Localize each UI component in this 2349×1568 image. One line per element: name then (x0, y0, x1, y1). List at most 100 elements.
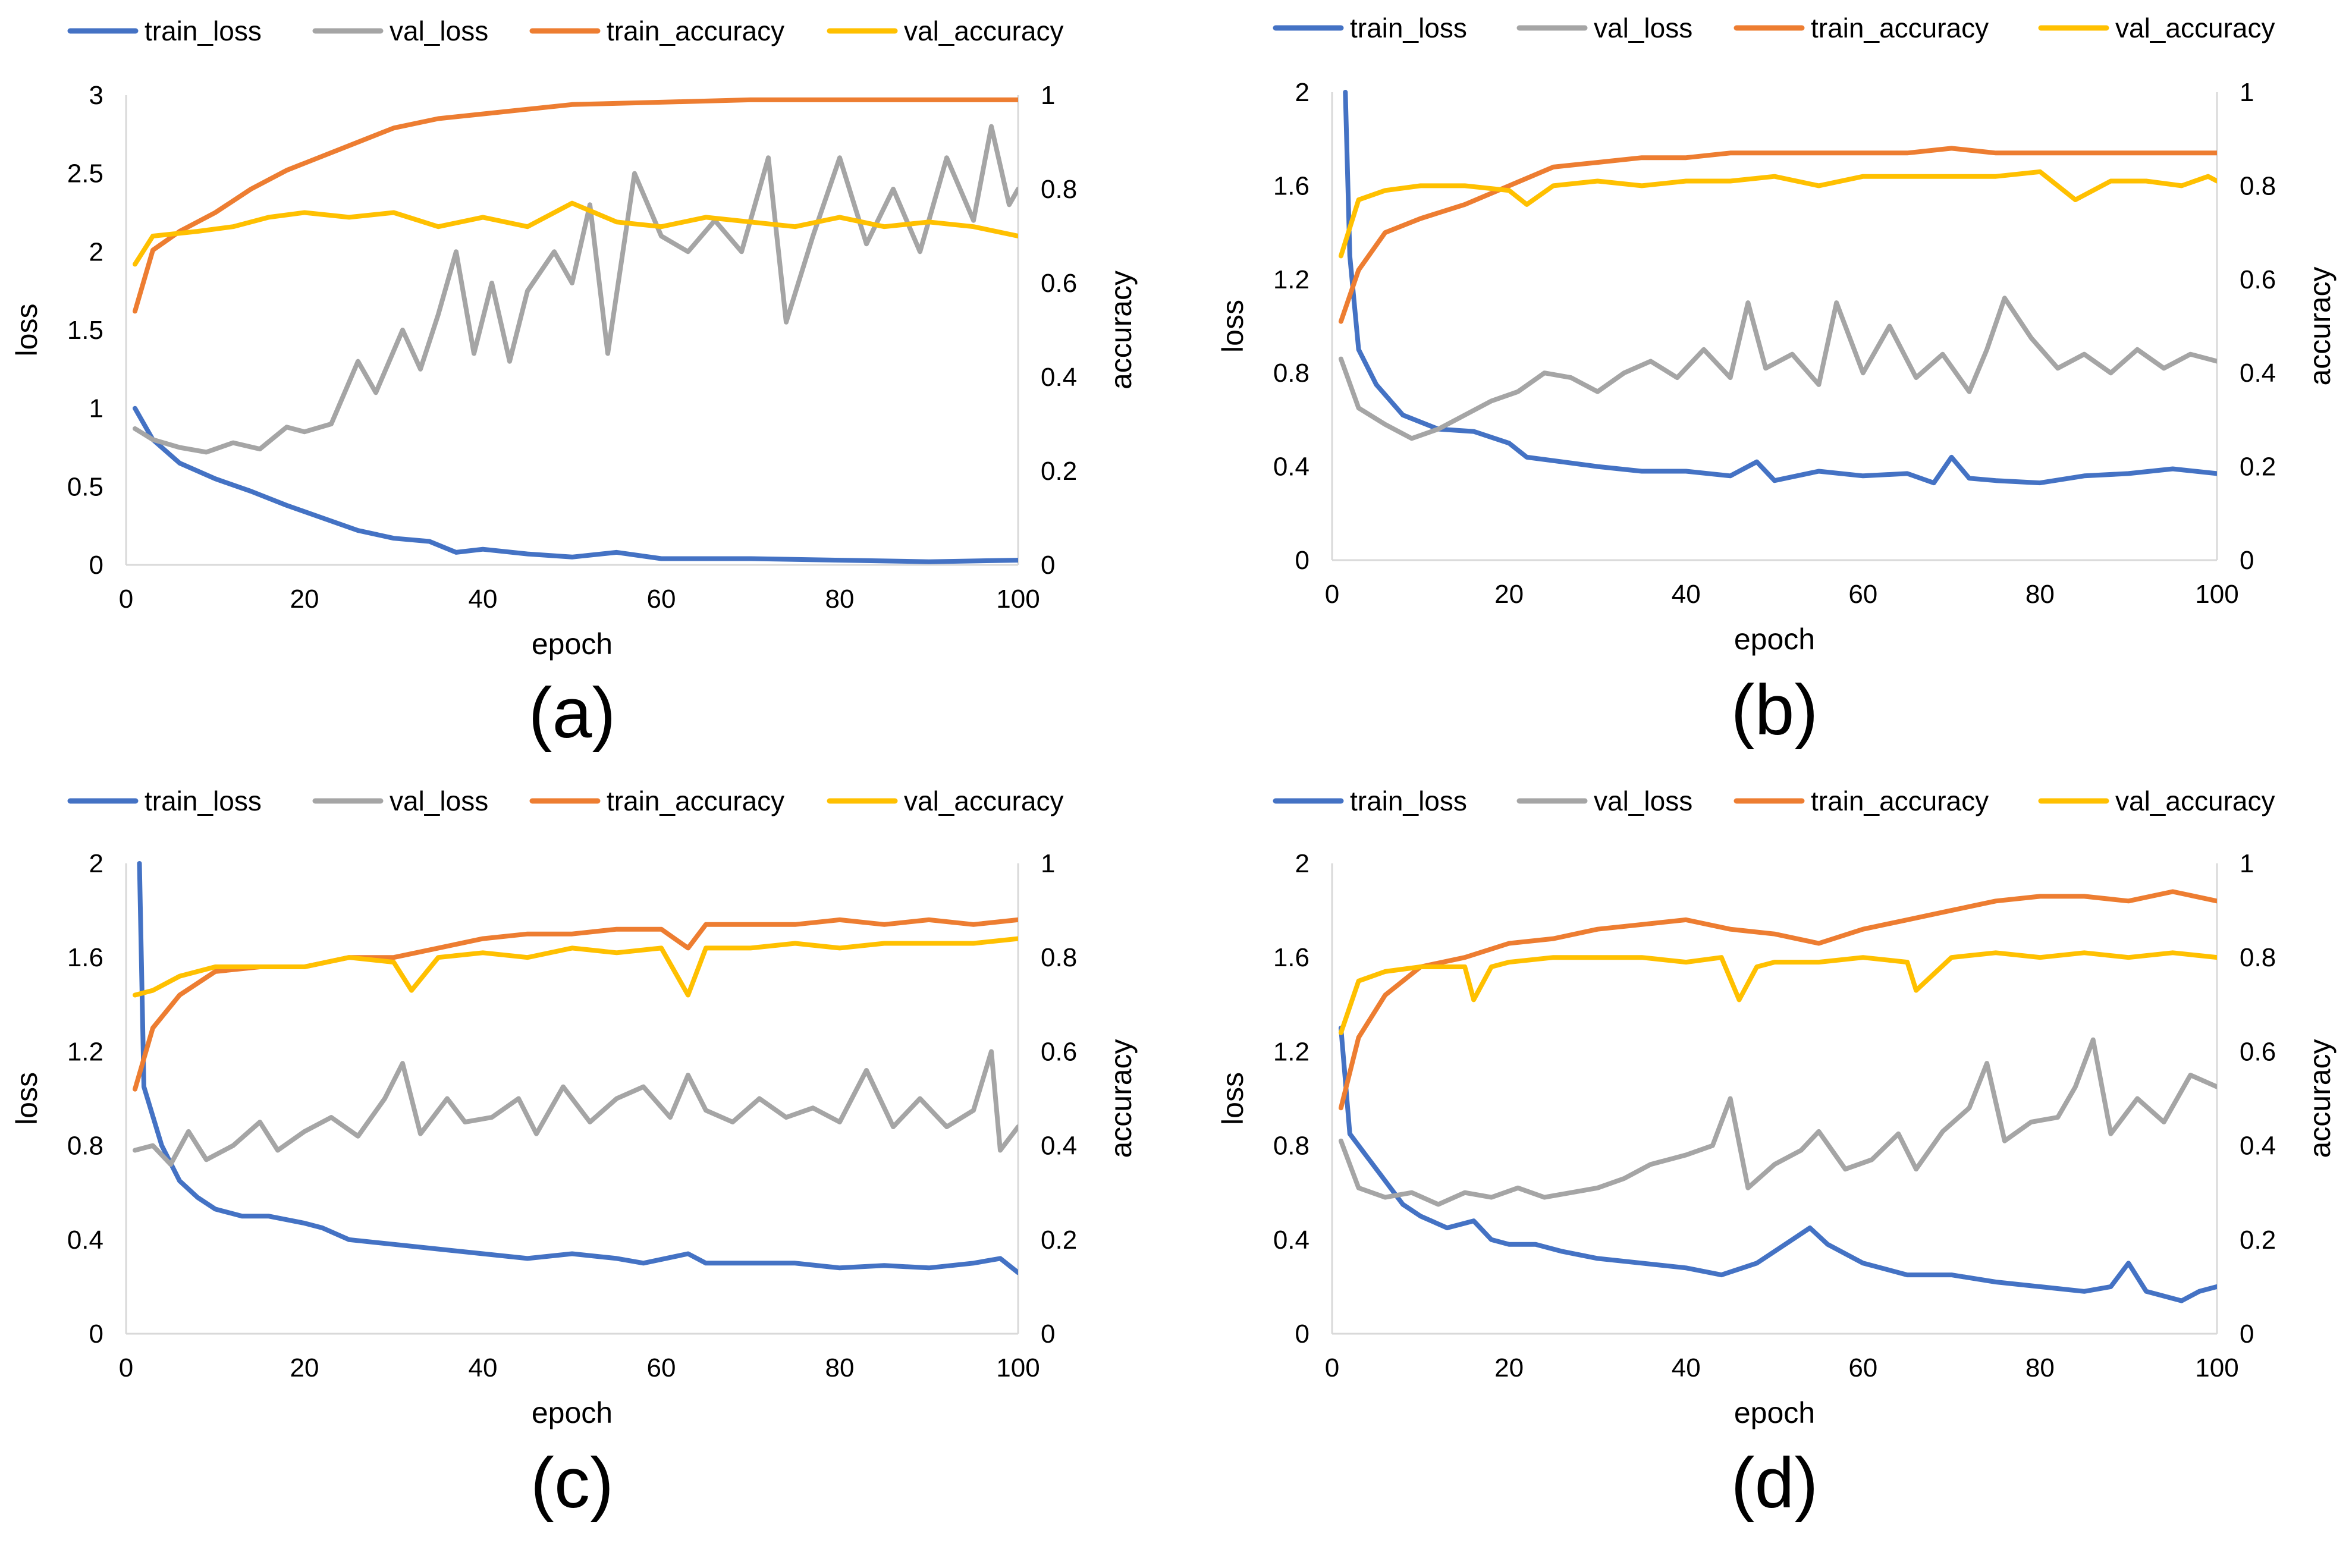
legend-label: val_accuracy (2115, 12, 2275, 43)
y2-tick-label: 0.8 (2240, 171, 2276, 200)
x-tick-label: 40 (469, 585, 498, 614)
y-axis-title: loss (10, 304, 43, 357)
legend-label: val_loss (1594, 12, 1692, 43)
panel-label: (d) (1731, 1443, 1819, 1523)
legend-label: train_accuracy (607, 15, 784, 46)
y2-tick-label: 0.4 (2240, 1132, 2276, 1161)
y2-tick-label: 0 (1041, 1319, 1055, 1349)
series-line-train-loss (1343, 90, 2217, 486)
x-tick-label: 60 (1848, 1353, 1877, 1382)
y-tick-label: 0.4 (1273, 453, 1309, 482)
x-axis-title: epoch (1734, 1396, 1815, 1429)
y-tick-label: 0.5 (67, 472, 103, 501)
y-tick-label: 1.6 (1273, 943, 1309, 972)
series-line-train-accuracy (133, 97, 1018, 314)
y-axis-title: loss (1216, 300, 1249, 353)
y-tick-label: 0.8 (1273, 1132, 1309, 1161)
y2-axis-title: accuracy (1104, 271, 1138, 389)
x-tick-label: 40 (1672, 580, 1701, 609)
y2-tick-label: 1 (2240, 849, 2254, 878)
x-tick-label: 0 (119, 1353, 133, 1382)
y-tick-label: 2 (89, 849, 103, 878)
x-tick-label: 20 (1494, 580, 1524, 609)
y2-tick-label: 0.6 (1041, 1037, 1077, 1066)
x-tick-label: 80 (825, 1353, 855, 1382)
plot-area (1338, 889, 2217, 1303)
legend-label: train_accuracy (1811, 12, 1989, 43)
legend: train_loss val_loss train_accuracy val_accu… (67, 785, 1063, 816)
legend-label: train_accuracy (1811, 785, 1989, 816)
x-tick-label: 20 (290, 1353, 319, 1382)
x-tick-label: 60 (647, 585, 676, 614)
y2-tick-label: 1 (1041, 81, 1055, 110)
x-tick-label: 0 (119, 585, 133, 614)
series-line-val-loss (133, 1049, 1018, 1167)
x-axis-title: epoch (532, 1396, 613, 1429)
legend-label: train_loss (145, 785, 262, 816)
panel-label: (b) (1731, 670, 1819, 750)
y2-tick-label: 0.8 (2240, 943, 2276, 972)
y2-axis-title: accuracy (2303, 266, 2337, 385)
y2-tick-label: 0.6 (2240, 1037, 2276, 1066)
x-tick-label: 80 (2025, 580, 2055, 609)
y-tick-label: 0.4 (1273, 1226, 1309, 1255)
legend-label: val_loss (390, 785, 488, 816)
y-tick-label: 0 (89, 551, 103, 580)
legend-label: val_accuracy (2115, 785, 2275, 816)
y2-tick-label: 0.8 (1041, 943, 1077, 972)
series-line-val-accuracy (1338, 950, 2217, 1035)
x-tick-label: 40 (1672, 1353, 1701, 1382)
y-tick-label: 1.5 (67, 316, 103, 345)
y-tick-label: 2 (89, 237, 103, 266)
y-tick-label: 3 (89, 81, 103, 110)
y2-tick-label: 0.2 (1041, 1226, 1077, 1255)
y-tick-label: 1.2 (1273, 265, 1309, 294)
series-line-train-accuracy (1338, 146, 2217, 324)
x-tick-label: 0 (1325, 580, 1339, 609)
y2-tick-label: 0.4 (1041, 363, 1077, 392)
y2-tick-label: 0.2 (2240, 453, 2276, 482)
chart-panel-2: 0 20 40 60 80 10000.40.81.21.6200.20.40.60.81… (1216, 12, 2337, 750)
y-tick-label: 2 (1295, 78, 1309, 107)
x-tick-label: 40 (469, 1353, 498, 1382)
x-axis-title: epoch (532, 627, 613, 661)
y2-tick-label: 1 (1041, 849, 1055, 878)
y2-axis-title: accuracy (1104, 1039, 1138, 1158)
legend-label: train_accuracy (607, 785, 784, 816)
y2-tick-label: 0 (1041, 551, 1055, 580)
series-line-val-accuracy (133, 200, 1018, 267)
y-tick-label: 2.5 (67, 159, 103, 188)
y2-tick-label: 0.6 (2240, 265, 2276, 294)
y-tick-label: 0 (1295, 546, 1309, 575)
legend-label: train_loss (145, 15, 262, 46)
y-tick-label: 2 (1295, 849, 1309, 878)
legend: train_loss val_loss train_accuracy val_accu… (1273, 12, 2275, 43)
y-tick-label: 1.6 (1273, 171, 1309, 200)
x-tick-label: 20 (290, 585, 319, 614)
series-line-val-accuracy (133, 936, 1018, 998)
x-tick-label: 0 (1325, 1353, 1339, 1382)
y-tick-label: 1.2 (1273, 1037, 1309, 1066)
y2-tick-label: 1 (2240, 78, 2254, 107)
series-line-val-loss (1338, 1037, 2217, 1207)
x-tick-label: 100 (2195, 580, 2238, 609)
y2-tick-label: 0.2 (2240, 1226, 2276, 1255)
series-line-train-accuracy (1338, 889, 2217, 1111)
plot-area (133, 97, 1018, 564)
y-axis-title: loss (10, 1072, 43, 1125)
series-line-train-loss (137, 861, 1018, 1275)
y2-tick-label: 0.8 (1041, 175, 1077, 204)
x-axis-title: epoch (1734, 623, 1815, 656)
y-tick-label: 1.6 (67, 943, 103, 972)
legend-label: val_accuracy (904, 15, 1063, 46)
legend: train_loss val_loss train_accuracy val_accu… (67, 15, 1063, 46)
chart-panel-1: 0 20 40 60 80 10000.511.522.5300.20.40.60.81e… (10, 15, 1138, 753)
y-tick-label: 0.4 (67, 1226, 103, 1255)
series-line-val-loss (133, 124, 1018, 455)
y-tick-label: 0 (89, 1319, 103, 1349)
y-tick-label: 0.8 (1273, 359, 1309, 388)
y2-axis-title: accuracy (2303, 1039, 2337, 1158)
plot-area (1338, 90, 2217, 486)
y2-tick-label: 0 (2240, 546, 2254, 575)
